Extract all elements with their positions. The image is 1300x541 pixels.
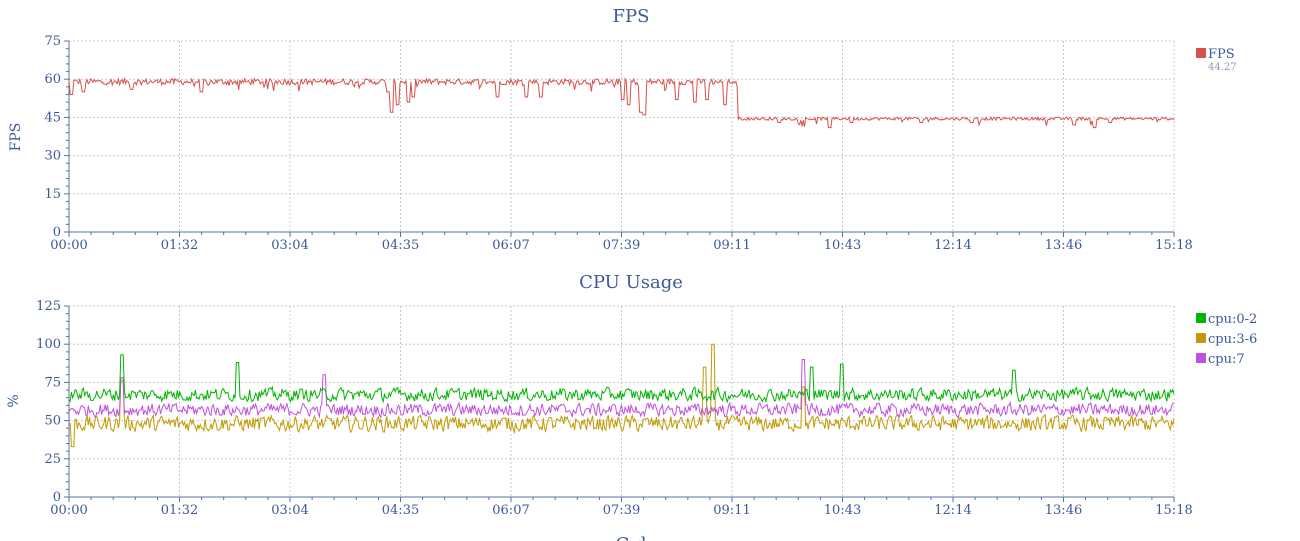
cpu-legend-item-7[interactable]: cpu:7	[1196, 352, 1245, 367]
cpu-3-6-legend-swatch	[1196, 333, 1206, 343]
fps-x-ticks: 00:00 01:32 03:04 04:35 06:07 07:39 09:11 10:43…	[50, 232, 1193, 253]
next-chart-title-partial: C d	[615, 534, 646, 541]
fps-chart-title: FPS	[613, 6, 650, 27]
cpu-legend-item-0-2[interactable]: cpu:0-2	[1196, 312, 1257, 327]
fps-x-tick-label: 12:14	[934, 238, 971, 253]
cpu-y-tick-label: 75	[44, 375, 61, 390]
fps-x-tick-label: 15:18	[1155, 238, 1192, 253]
cpu-7-series-line	[68, 359, 1175, 419]
cpu-7-legend-swatch	[1196, 353, 1206, 363]
fps-y-tick-label: 45	[44, 110, 61, 125]
cpu-x-tick-label: 09:11	[713, 503, 750, 518]
fps-grid	[68, 40, 1175, 233]
cpu-0-2-legend-swatch	[1196, 313, 1206, 323]
cpu-x-tick-label: 01:32	[161, 503, 198, 518]
fps-y-tick-label: 60	[44, 72, 61, 87]
cpu-0-2-series-line	[68, 354, 1175, 404]
cpu-3-6-series-line	[68, 343, 1175, 448]
fps-x-tick-label: 04:35	[382, 238, 419, 253]
fps-legend-label: FPS	[1208, 47, 1235, 62]
fps-x-tick-label: 13:46	[1045, 238, 1082, 253]
cpu-3-6-legend-label: cpu:3-6	[1208, 332, 1257, 347]
cpu-grid	[68, 305, 1175, 498]
cpu-y-tick-label: 50	[44, 414, 61, 429]
cpu-x-ticks: 00:00 01:32 03:04 04:35 06:07 07:39 09:11 10:43…	[50, 497, 1193, 518]
cpu-x-tick-label: 13:46	[1045, 503, 1082, 518]
cpu-x-tick-label: 07:39	[603, 503, 640, 518]
cpu-y-axis-label: %	[6, 394, 22, 407]
cpu-y-tick-label: 125	[36, 299, 61, 314]
cpu-x-tick-label: 04:35	[382, 503, 419, 518]
cpu-legend[interactable]: cpu:0-2 cpu:3-6 cpu:7	[1196, 312, 1257, 367]
fps-y-axis-label: FPS	[8, 123, 24, 152]
cpu-x-tick-label: 00:00	[50, 503, 87, 518]
fps-y-tick-label: 30	[44, 149, 61, 164]
cpu-x-tick-label: 03:04	[271, 503, 308, 518]
fps-x-tick-label: 09:11	[713, 238, 750, 253]
cpu-chart-title: CPU Usage	[579, 272, 683, 293]
fps-y-tick-label: 0	[53, 225, 61, 240]
cpu-y-tick-label: 25	[44, 452, 61, 467]
cpu-x-tick-label: 12:14	[934, 503, 971, 518]
fps-x-tick-label: 06:07	[492, 238, 529, 253]
fps-x-tick-label: 07:39	[603, 238, 640, 253]
fps-series-line	[68, 76, 1175, 129]
fps-y-tick-label: 15	[44, 187, 61, 202]
fps-x-tick-label: 01:32	[161, 238, 198, 253]
fps-legend-value: 44.27	[1208, 62, 1237, 73]
cpu-y-tick-label: 0	[53, 490, 61, 505]
fps-x-tick-label: 03:04	[271, 238, 308, 253]
cpu-7-legend-label: cpu:7	[1208, 352, 1245, 367]
fps-series	[68, 76, 1175, 129]
fps-y-ticks: 0 15 30 45 60 75	[44, 34, 69, 240]
cpu-series	[68, 343, 1175, 448]
cpu-x-tick-label: 10:43	[824, 503, 861, 518]
fps-legend[interactable]: FPS 44.27	[1196, 47, 1237, 73]
cpu-legend-item-3-6[interactable]: cpu:3-6	[1196, 332, 1257, 347]
cpu-x-tick-label: 06:07	[492, 503, 529, 518]
fps-y-tick-label: 75	[44, 34, 61, 49]
cpu-0-2-legend-label: cpu:0-2	[1208, 312, 1257, 327]
fps-chart: FPS FPS 0 15 30 45 60 75 00:00 01:32 03:04 04:35…	[8, 6, 1237, 253]
fps-x-tick-label: 10:43	[824, 238, 861, 253]
cpu-y-tick-label: 100	[36, 337, 61, 352]
cpu-y-ticks: 0 25 50 75 100 125	[36, 299, 69, 505]
fps-legend-swatch	[1196, 48, 1206, 58]
fps-x-tick-label: 00:00	[50, 238, 87, 253]
cpu-chart: CPU Usage % 0 25 50 75 100 125 00:00 01:32 03:0…	[6, 272, 1257, 518]
cpu-x-tick-label: 15:18	[1155, 503, 1192, 518]
